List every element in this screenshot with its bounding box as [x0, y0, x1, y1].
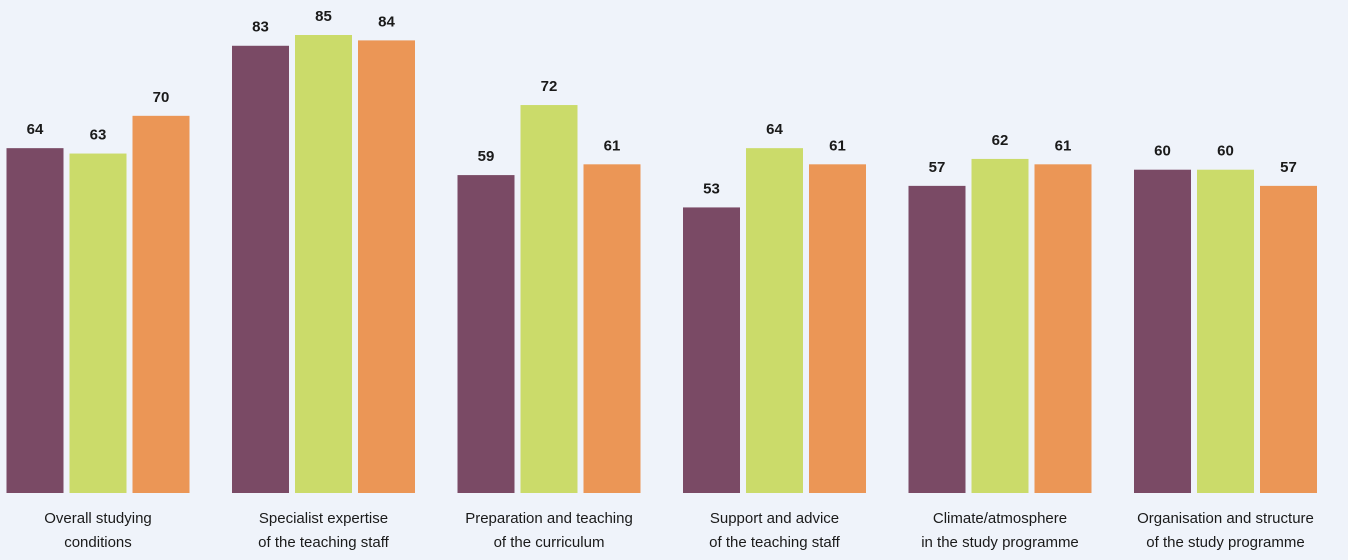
bar [1197, 169, 1254, 494]
x-tick-label: Overall studying conditions [44, 510, 152, 551]
value-label: 62 [992, 132, 1009, 149]
bar [358, 40, 415, 493]
bar [457, 175, 515, 493]
value-label: 61 [604, 137, 621, 154]
bar [232, 45, 289, 494]
x-tick-label-line: of the curriculum [494, 534, 605, 551]
bar [520, 105, 578, 493]
value-label: 57 [1280, 159, 1297, 176]
value-label: 59 [478, 148, 495, 165]
value-label: 60 [1154, 143, 1171, 160]
value-label: 63 [90, 127, 107, 144]
x-tick-label-line: conditions [64, 534, 132, 551]
x-tick-label-line: Climate/atmosphere [933, 510, 1067, 527]
bar [132, 115, 190, 493]
x-tick-label-line: Preparation and teaching [465, 510, 633, 527]
x-tick-label-line: Overall studying [44, 510, 152, 527]
x-tick-label-line: in the study programme [921, 534, 1079, 551]
x-tick-label-line: Organisation and structure [1137, 510, 1314, 527]
x-tick-label: Specialist expertise of the teaching staf… [258, 510, 389, 551]
x-tick-label-line: of the study programme [1146, 534, 1304, 551]
bar [1134, 169, 1191, 494]
value-label: 85 [315, 8, 332, 25]
x-tick-label-line: of the teaching staff [258, 534, 389, 551]
bar [583, 164, 641, 494]
bar [908, 185, 966, 493]
bar [809, 164, 866, 494]
value-label: 61 [829, 137, 846, 154]
x-tick-label: Support and advice of the teaching staff [709, 510, 840, 551]
value-label: 60 [1217, 143, 1234, 160]
x-tick-label-line: of the teaching staff [709, 534, 840, 551]
value-label: 61 [1055, 137, 1072, 154]
bar [683, 207, 740, 493]
bar [295, 35, 352, 493]
x-tick-label: Organisation and structure of the study p… [1137, 510, 1314, 551]
value-label: 64 [766, 121, 783, 138]
x-tick-label: Climate/atmosphere in the study programme [921, 510, 1079, 551]
value-label: 57 [929, 159, 946, 176]
value-label: 64 [27, 121, 44, 138]
value-label: 84 [378, 13, 395, 30]
bar [1260, 185, 1317, 493]
bar [1034, 164, 1092, 494]
bar [69, 153, 127, 493]
x-tick-label-line: Support and advice [710, 510, 839, 527]
value-label: 72 [541, 78, 558, 95]
value-label: 83 [252, 19, 269, 36]
x-tick-label: Preparation and teaching of the curriculu… [465, 510, 633, 551]
value-label: 53 [703, 180, 720, 197]
x-tick-label-line: Specialist expertise [259, 510, 388, 527]
value-label: 70 [153, 89, 170, 106]
bar [971, 158, 1029, 493]
bar [6, 148, 64, 493]
bar [746, 148, 803, 493]
